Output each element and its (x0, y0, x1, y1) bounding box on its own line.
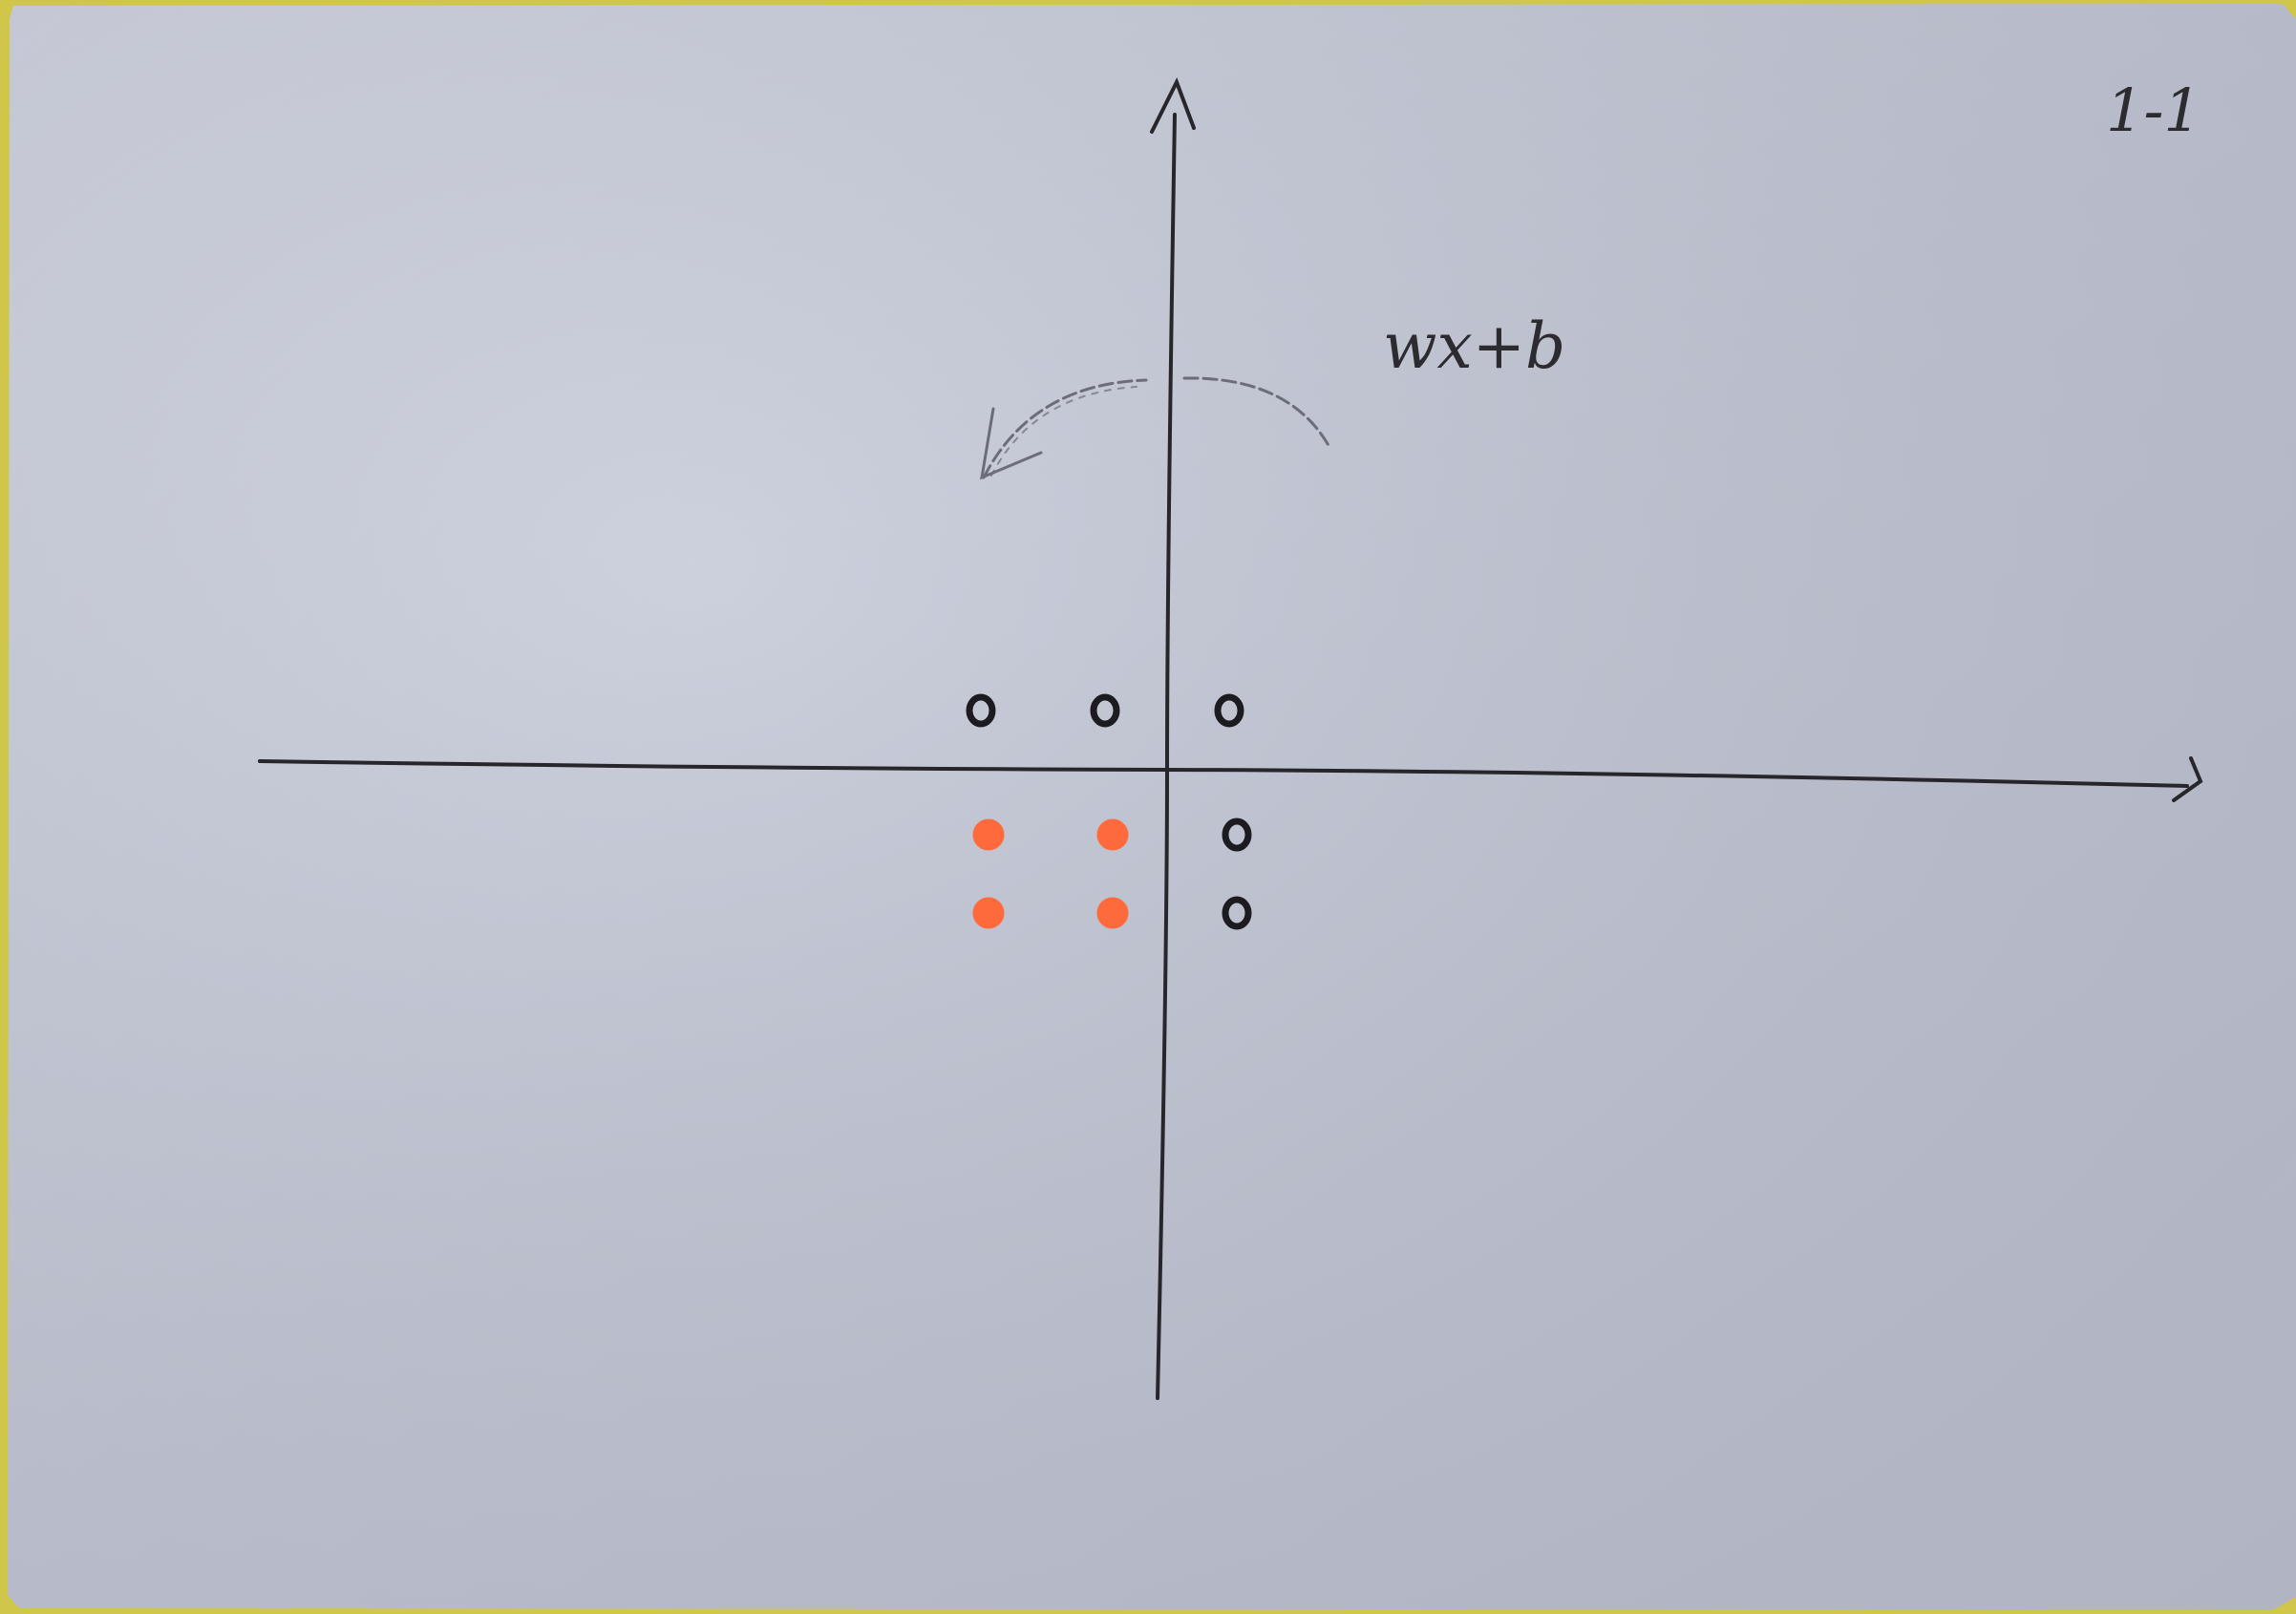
paper-sheet (8, 4, 2296, 1610)
data-points (966, 693, 1252, 930)
orange-point-7 (972, 897, 1005, 929)
coordinate-axes (258, 77, 2203, 1400)
black-point-1 (1090, 693, 1120, 728)
black-point-0 (966, 693, 996, 728)
black-point-4 (1222, 896, 1252, 930)
x-axis-arrowhead-icon (2172, 756, 2203, 802)
orange-point-6 (1096, 818, 1129, 851)
page-number-label: 1-1 (2106, 75, 2201, 145)
rotation-arrow-icon (980, 376, 1331, 480)
black-point-3 (1222, 818, 1252, 852)
orange-point-5 (972, 818, 1005, 851)
y-axis-arrowhead-icon (1150, 77, 1196, 134)
orange-point-8 (1096, 897, 1129, 929)
y-axis-line (1156, 113, 1177, 1400)
black-point-2 (1214, 693, 1244, 728)
function-label: wx+b (1383, 309, 1565, 383)
